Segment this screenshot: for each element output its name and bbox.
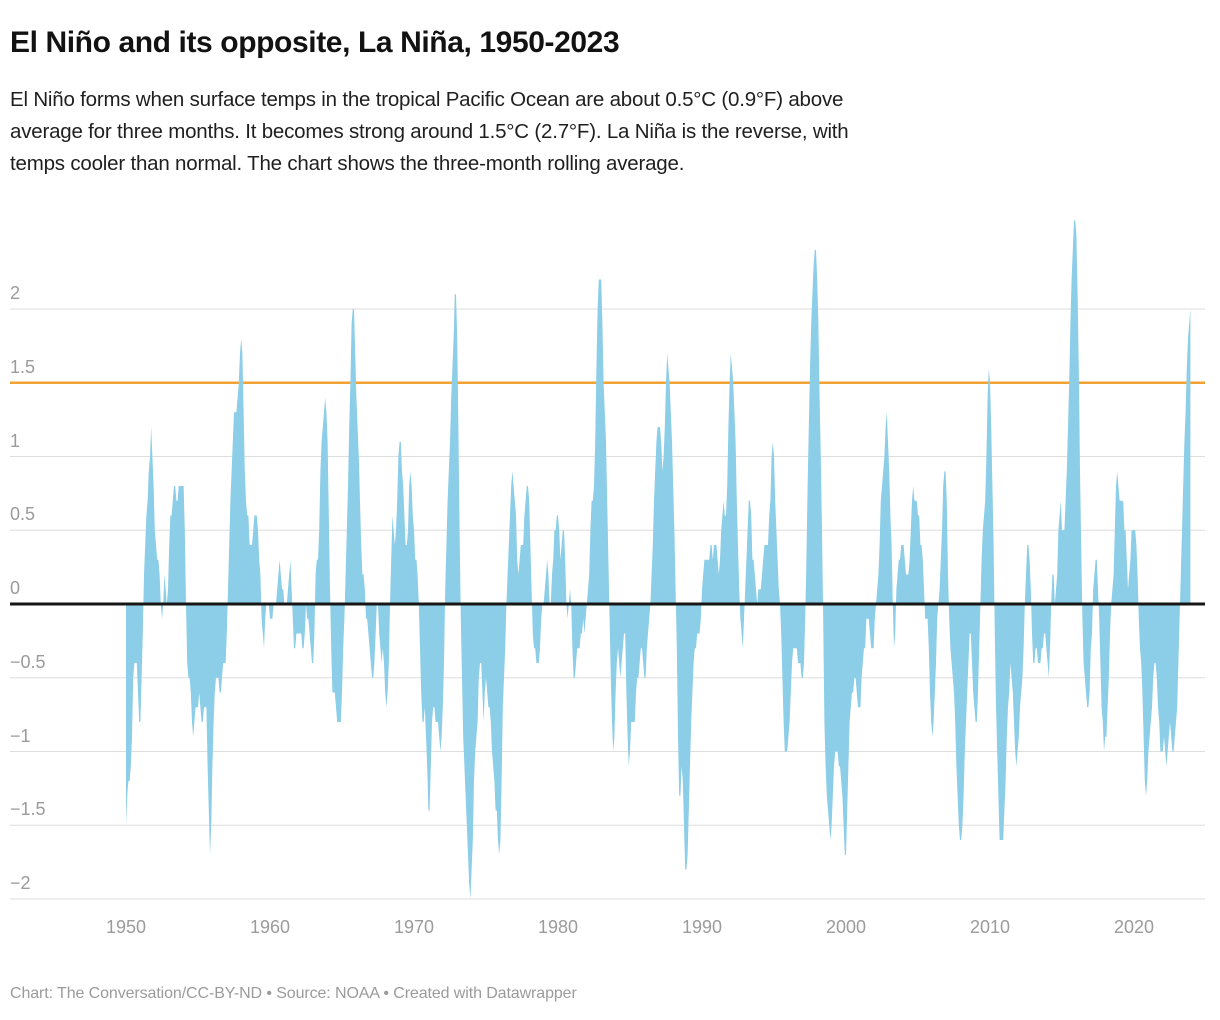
y-axis-tick-label: 2 (10, 283, 21, 303)
y-axis-tick-label: −2 (10, 873, 31, 893)
y-axis-tick-label: 0 (10, 578, 21, 598)
x-axis-tick-label: 1950 (105, 917, 147, 937)
y-axis-tick-label: 0.5 (10, 504, 36, 525)
y-axis-tick-label: 1 (10, 430, 21, 451)
y-axis-tick-label: 1.5 (10, 356, 36, 377)
x-axis-tick-label: 2000 (825, 917, 867, 937)
oni-area-path[interactable] (126, 220, 1191, 900)
y-axis-tick-label: −0.5 (10, 651, 46, 672)
x-axis-tick-label: 2020 (1113, 917, 1155, 937)
x-axis-tick-label: 1980 (537, 917, 579, 937)
x-axis-tick-label: 1970 (393, 917, 435, 937)
y-axis-tick-label: −1.5 (10, 799, 46, 820)
chart-description: El Niño forms when surface temps in the … (10, 84, 1195, 180)
y-axis-tick-label: −1 (10, 725, 31, 746)
attribution-footer: Chart: The Conversation/CC-BY-ND • Sourc… (10, 985, 577, 1002)
description-line-1: El Niño forms when surface temps in the … (10, 88, 844, 111)
area-series-group (126, 220, 1191, 900)
x-axis-tick-label: 1990 (681, 917, 723, 937)
description-line-2: average for three months. It becomes str… (10, 120, 849, 143)
x-axis-tick-label: 2010 (969, 917, 1011, 937)
x-axis-tick-label: 1960 (249, 917, 291, 937)
description-line-3: temps cooler than normal. The chart show… (10, 152, 685, 175)
chart-title: El Niño and its opposite, La Niña, 1950-… (10, 26, 620, 60)
